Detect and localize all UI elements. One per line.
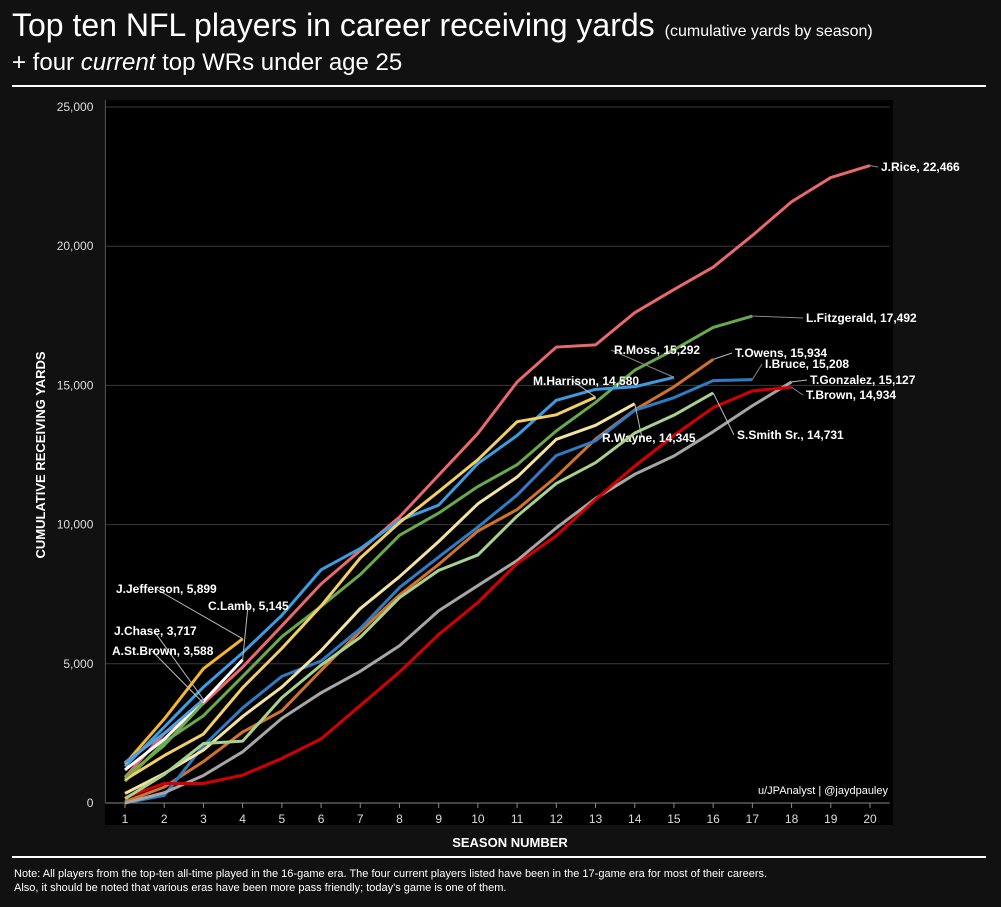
- leader-line: [791, 386, 804, 396]
- series-line: [123, 164, 871, 779]
- x-tick-label: 15: [667, 812, 681, 826]
- series-label: C.Lamb, 5,145: [208, 599, 289, 613]
- x-tick-label: 9: [435, 812, 442, 826]
- series-label: R.Wayne, 14,345: [602, 431, 696, 445]
- series-line: [123, 637, 244, 766]
- leader-line: [610, 349, 675, 378]
- leader-line: [752, 315, 804, 319]
- title-part: + four: [12, 49, 81, 76]
- x-tick-label: 14: [628, 812, 642, 826]
- x-tick-label: 19: [824, 812, 838, 826]
- y-tick-label: 10,000: [57, 518, 94, 532]
- x-tick-label: 12: [550, 812, 564, 826]
- x-tick-label: 7: [357, 812, 364, 826]
- series-line: [124, 380, 793, 805]
- x-tick-label: 2: [161, 812, 168, 826]
- series-label: T.Owens, 15,934: [735, 346, 827, 360]
- leader-line: [869, 165, 879, 168]
- series-label: J.Jefferson, 5,899: [116, 582, 217, 596]
- series-label: R.Moss, 15,292: [614, 343, 700, 357]
- leader-line: [153, 630, 204, 700]
- x-tick-label: 18: [785, 812, 799, 826]
- leader-line: [712, 392, 735, 436]
- x-tick-label: 6: [318, 812, 325, 826]
- x-tick-label: 13: [589, 812, 603, 826]
- leader-line: [242, 605, 249, 660]
- title-part: top WRs under age 25: [155, 49, 402, 76]
- x-tick-label: 1: [122, 812, 129, 826]
- title-line2: + four current top WRs under age 25: [12, 49, 402, 76]
- leader-line: [751, 363, 763, 380]
- series-line: [124, 385, 792, 799]
- leader-line: [572, 380, 596, 398]
- series-line: [123, 375, 675, 768]
- x-tick-label: 8: [396, 812, 403, 826]
- plot-area: [105, 100, 893, 825]
- y-tick-label: 25,000: [57, 100, 94, 114]
- subtitle: (cumulative yards by season): [665, 23, 873, 40]
- series-label: L.Fitzgerald, 17,492: [806, 311, 917, 325]
- series-line: [124, 395, 597, 782]
- series-label: A.St.Brown, 3,588: [112, 644, 214, 658]
- series-line: [124, 391, 714, 800]
- series-label: I.Bruce, 15,208: [765, 357, 849, 371]
- series-label: M.Harrison, 14,580: [533, 374, 639, 388]
- x-tick-label: 11: [511, 812, 524, 826]
- x-tick-label: 16: [706, 812, 720, 826]
- series-label: J.Chase, 3,717: [114, 624, 197, 638]
- x-tick-label: 4: [239, 812, 246, 826]
- series-line: [124, 702, 205, 779]
- x-tick-label: 3: [200, 812, 207, 826]
- y-tick-label: 15,000: [57, 378, 94, 392]
- y-axis-label: CUMULATIVE RECEIVING YARDS: [33, 351, 48, 558]
- y-tick-label: 5,000: [63, 657, 93, 671]
- x-tick-label: 20: [863, 812, 877, 826]
- series-line: [124, 698, 205, 764]
- series-line: [123, 314, 753, 783]
- leader-line: [155, 588, 243, 640]
- x-tick-label: 17: [746, 812, 760, 826]
- leader-line: [151, 650, 204, 704]
- series-line: [124, 378, 753, 805]
- series-line: [124, 658, 244, 772]
- title-part: current: [81, 49, 157, 76]
- credit: u/JPAnalyst | @jaydpauley: [758, 785, 888, 797]
- series-label: S.Smith Sr., 14,731: [737, 428, 844, 442]
- x-tick-label: 10: [471, 812, 485, 826]
- series-label: T.Gonzalez, 15,127: [810, 373, 916, 387]
- leader-line: [712, 352, 733, 360]
- note: Note: All players from the top-ten all-t…: [14, 868, 767, 880]
- y-tick-label: 0: [87, 796, 94, 810]
- series-label: T.Brown, 14,934: [806, 388, 896, 402]
- leader-line: [791, 379, 808, 383]
- title-main: Top ten NFL players in career receiving …: [12, 7, 655, 43]
- leader-line: [634, 403, 643, 439]
- series-label: J.Rice, 22,466: [881, 160, 960, 174]
- x-tick-label: 5: [279, 812, 286, 826]
- y-tick-label: 20,000: [57, 239, 94, 253]
- x-axis-label: SEASON NUMBER: [452, 835, 568, 850]
- note: Also, it should be noted that various er…: [14, 882, 507, 894]
- chart-title: Top ten NFL players in career receiving …: [12, 7, 873, 43]
